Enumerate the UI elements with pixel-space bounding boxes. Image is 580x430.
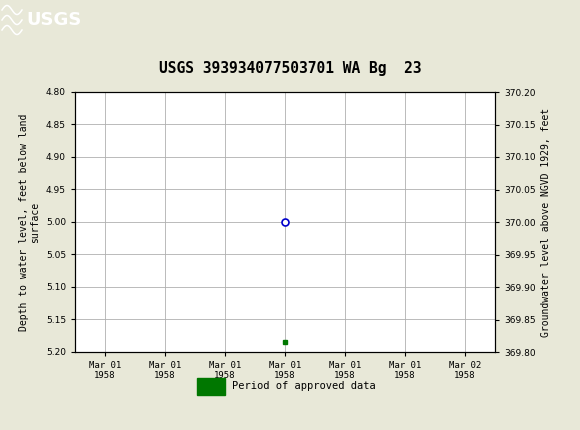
- Y-axis label: Depth to water level, feet below land
surface: Depth to water level, feet below land su…: [19, 114, 40, 331]
- Text: Period of approved data: Period of approved data: [232, 381, 376, 391]
- FancyBboxPatch shape: [197, 378, 225, 395]
- Y-axis label: Groundwater level above NGVD 1929, feet: Groundwater level above NGVD 1929, feet: [541, 108, 551, 337]
- Text: USGS: USGS: [26, 11, 81, 29]
- Text: USGS 393934077503701 WA Bg  23: USGS 393934077503701 WA Bg 23: [159, 61, 421, 76]
